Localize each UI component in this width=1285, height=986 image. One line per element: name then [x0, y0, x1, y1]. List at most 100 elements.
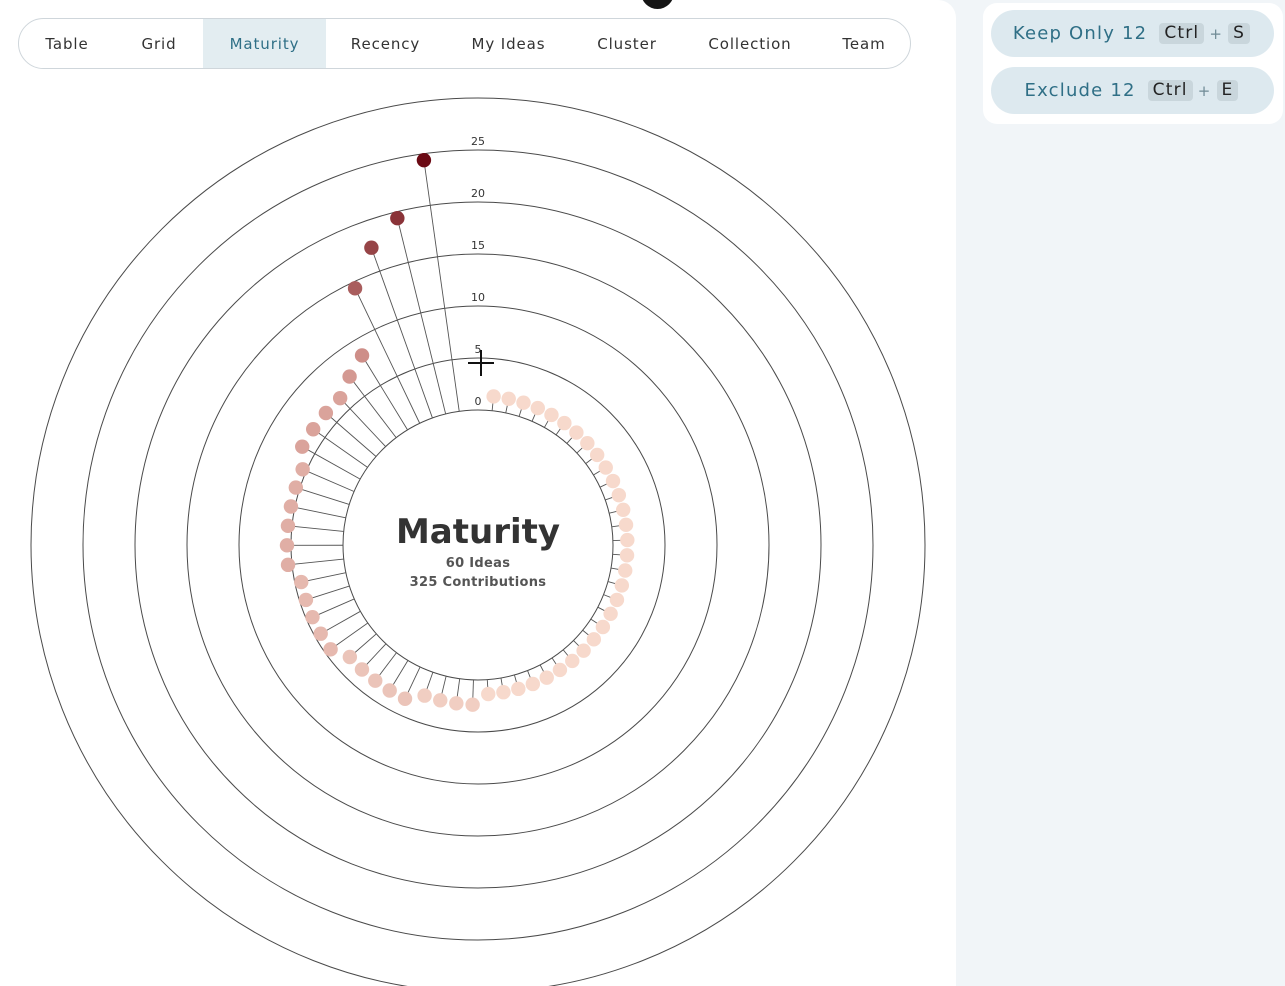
idea-dot[interactable] [576, 643, 591, 658]
idea-stem [361, 355, 408, 431]
ring-tick-label: 15 [471, 239, 485, 252]
plus-sign: + [1197, 81, 1212, 100]
idea-dot[interactable] [603, 606, 618, 622]
idea-dot[interactable] [323, 642, 338, 657]
idea-dot[interactable] [465, 697, 480, 712]
idea-dot[interactable] [390, 211, 405, 226]
idea-dot[interactable] [354, 662, 370, 677]
idea-stem [354, 288, 421, 424]
idea-dot[interactable] [618, 563, 633, 578]
idea-dot[interactable] [280, 518, 296, 534]
idea-dot[interactable] [342, 369, 357, 384]
ctrl-key-hint: Ctrl [1159, 23, 1205, 44]
idea-dot[interactable] [586, 632, 602, 647]
idea-dot[interactable] [288, 480, 304, 495]
idea-dot[interactable] [611, 487, 627, 503]
plus-sign: + [1209, 24, 1224, 43]
idea-dot[interactable] [539, 670, 554, 685]
idea-dot[interactable] [619, 548, 635, 563]
idea-dot[interactable] [609, 592, 625, 608]
idea-dot[interactable] [544, 407, 559, 423]
idea-dot[interactable] [525, 676, 541, 692]
idea-dot[interactable] [295, 439, 310, 454]
tab-team[interactable]: Team [842, 34, 886, 53]
idea-dot[interactable] [449, 696, 464, 711]
idea-dot[interactable] [501, 391, 516, 406]
idea-dot[interactable] [279, 538, 295, 553]
idea-dot[interactable] [557, 415, 572, 431]
view-tabbar: Table Grid Maturity Recency My Ideas Clu… [18, 18, 911, 69]
idea-dot[interactable] [486, 389, 501, 404]
idea-dot[interactable] [481, 686, 496, 702]
idea-dot[interactable] [318, 405, 334, 421]
tab-grid[interactable]: Grid [141, 34, 177, 53]
ctrl-key-hint: Ctrl [1147, 80, 1193, 101]
idea-dot[interactable] [569, 425, 584, 440]
idea-stem [287, 525, 344, 532]
chart-ring [186, 253, 770, 837]
tab-maturity[interactable]: Maturity [203, 19, 326, 68]
idea-stem [370, 247, 433, 419]
idea-dot[interactable] [530, 400, 545, 416]
idea-dot[interactable] [354, 348, 370, 363]
keep-only-button[interactable]: Keep Only 12 Ctrl + S [991, 10, 1274, 57]
exclude-label: Exclude 12 [1024, 80, 1136, 101]
idea-dot[interactable] [516, 395, 531, 410]
idea-dot[interactable] [552, 662, 568, 678]
idea-dot[interactable] [313, 626, 328, 641]
idea-dot[interactable] [605, 473, 621, 489]
idea-dot[interactable] [364, 240, 379, 255]
floating-action-button[interactable] [641, 0, 674, 9]
idea-dot[interactable] [332, 390, 348, 406]
tab-my-ideas[interactable]: My Ideas [471, 34, 546, 53]
chart-dots[interactable] [279, 152, 635, 712]
idea-dot[interactable] [598, 460, 613, 475]
idea-stem [325, 412, 377, 457]
ring-tick-label: 10 [471, 291, 485, 304]
idea-stem [312, 598, 355, 618]
idea-dot[interactable] [511, 681, 526, 697]
idea-dot[interactable] [614, 578, 630, 593]
ring-tick-label: 20 [471, 187, 485, 200]
ring-tick-label: 25 [471, 135, 485, 148]
idea-dot[interactable] [368, 673, 383, 688]
idea-dot[interactable] [305, 609, 320, 625]
idea-stem [295, 487, 350, 505]
idea-dot[interactable] [589, 447, 605, 463]
idea-dot[interactable] [294, 574, 309, 590]
idea-dot[interactable] [417, 688, 432, 703]
idea-dot[interactable] [298, 592, 314, 608]
idea-dot[interactable] [433, 693, 448, 708]
idea-stem [290, 506, 346, 519]
idea-dot[interactable] [305, 422, 321, 437]
chart-rings [30, 97, 926, 986]
idea-dot[interactable] [618, 517, 634, 533]
idea-dot[interactable] [280, 557, 296, 573]
tab-table[interactable]: Table [45, 34, 89, 53]
tab-collection[interactable]: Collection [708, 34, 792, 53]
exclude-button[interactable]: Exclude 12 Ctrl + E [991, 67, 1274, 114]
idea-dot[interactable] [283, 499, 299, 514]
main-panel: Table Grid Maturity Recency My Ideas Clu… [0, 0, 956, 986]
tab-cluster[interactable]: Cluster [597, 34, 657, 53]
chart-ring-labels: 0 5 10 15 20 25 [471, 135, 485, 408]
idea-dot[interactable] [382, 683, 397, 698]
idea-dot[interactable] [595, 619, 611, 635]
idea-stem [302, 468, 355, 492]
tab-recency[interactable]: Recency [350, 34, 421, 53]
chart-ring [238, 305, 718, 785]
chart-center-summary: Maturity 60 Ideas 325 Contributions [378, 510, 578, 592]
idea-stem [349, 376, 397, 438]
idea-stem [423, 160, 460, 412]
idea-dot[interactable] [620, 532, 635, 548]
idea-dot[interactable] [397, 691, 413, 706]
idea-dot[interactable] [347, 281, 363, 296]
idea-dot[interactable] [615, 502, 631, 518]
idea-dot[interactable] [416, 152, 432, 168]
idea-dot[interactable] [342, 649, 358, 665]
idea-dot[interactable] [295, 462, 310, 477]
idea-dot[interactable] [580, 436, 595, 451]
idea-dot[interactable] [565, 653, 580, 669]
idea-stem [301, 572, 346, 583]
idea-dot[interactable] [496, 685, 511, 700]
